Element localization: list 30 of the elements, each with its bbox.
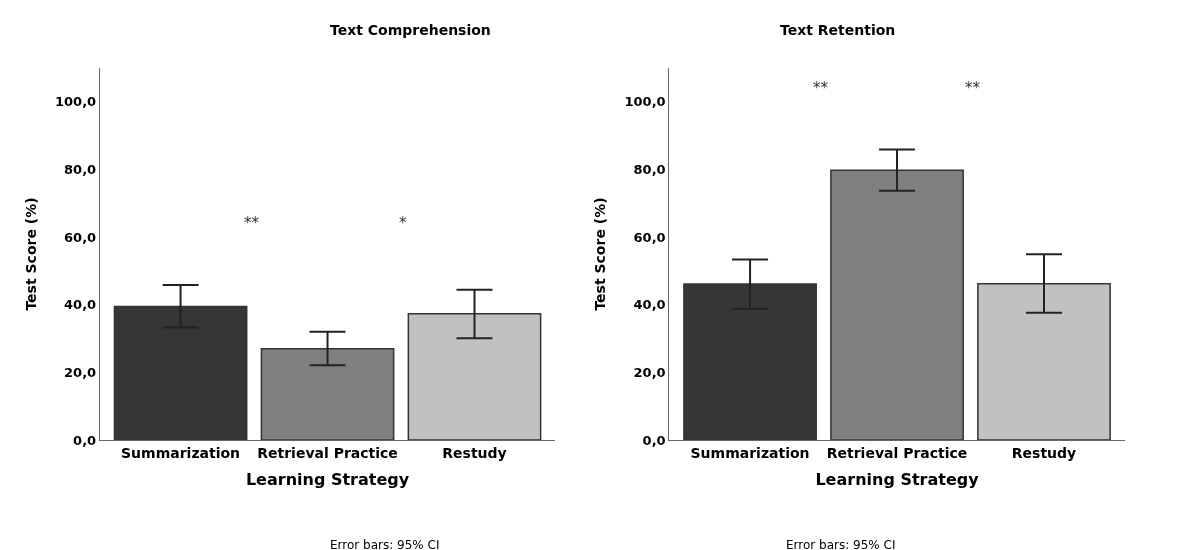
annotation: ** <box>813 79 829 97</box>
x-tick-label: Retrieval Practice <box>257 444 398 461</box>
annotation: * <box>399 214 407 232</box>
text: Error bars: 95% CI <box>330 538 440 550</box>
y-tick-label: 100,0 <box>624 94 666 110</box>
y-tick-label: 80,0 <box>64 162 97 177</box>
y-tick-label: 60,0 <box>633 229 666 245</box>
x-axis-title: Learning Strategy <box>815 470 980 490</box>
y-tick-label: 20,0 <box>64 364 97 380</box>
x-tick-label: Summarization <box>690 444 810 461</box>
y-tick-label: 60,0 <box>64 229 97 245</box>
x-tick-label: Summarization <box>121 444 241 461</box>
x-tick-label: Restudy <box>1011 444 1077 461</box>
y-tick-label: 20,0 <box>633 364 666 380</box>
y-tick-label: 0,0 <box>73 432 97 448</box>
y-tick-label: 40,0 <box>633 297 666 313</box>
x-tick-label: Restudy <box>442 444 507 461</box>
x-tick-label: Retrieval Practice <box>826 444 968 461</box>
chart-title: Text Retention <box>780 22 896 38</box>
y-tick-label: 40,0 <box>64 297 97 313</box>
chart-title: Text Comprehension <box>330 22 491 38</box>
y-axis-title: Test Score (%) <box>592 197 609 311</box>
annotation: ** <box>965 79 981 97</box>
x-axis-title: Learning Strategy <box>245 470 410 490</box>
text: Error bars: 95% CI <box>786 538 896 550</box>
y-axis-title: Test Score (%) <box>22 197 39 311</box>
y-tick-label: 0,0 <box>642 432 666 448</box>
y-tick-label: 100,0 <box>55 94 97 110</box>
annotation: ** <box>244 214 260 232</box>
y-tick-label: 80,0 <box>633 162 666 177</box>
